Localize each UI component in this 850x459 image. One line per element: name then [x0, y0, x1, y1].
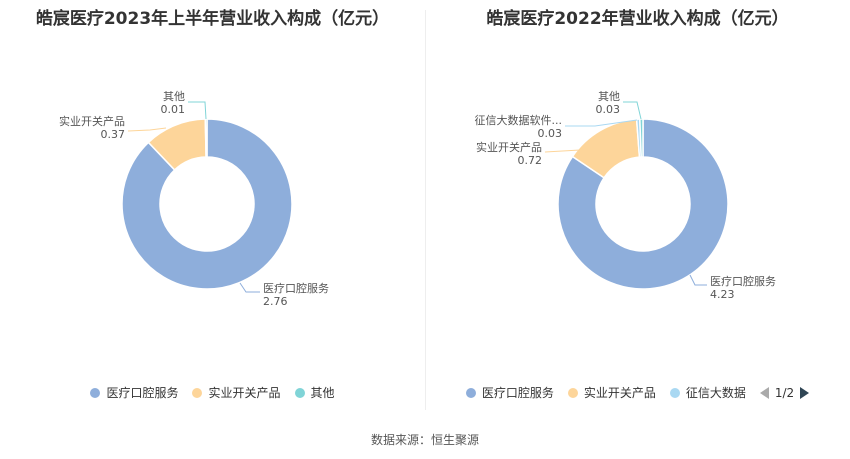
legend-label: 医疗口腔服务 — [481, 386, 554, 400]
slice-category-label: 医疗口腔服务 — [710, 274, 776, 288]
legend-label: 其他 — [310, 386, 335, 400]
chart-panel-2023h1: 皓宸医疗2023年上半年营业收入构成（亿元） 医疗口腔服务 2.76 实业开关产品 0… — [0, 0, 425, 420]
slice-value-label: 4.23 — [710, 288, 735, 301]
pie-slice[interactable] — [639, 118, 644, 158]
legend-label: 征信大数据 — [685, 386, 746, 400]
label-leader-line — [544, 132, 602, 153]
label-leader-line — [127, 127, 167, 132]
slice-category-label: 实业开关产品 — [476, 140, 542, 154]
legend-prev-icon[interactable] — [759, 386, 769, 399]
legend-item-switch-products[interactable]: 实业开关产品 — [567, 384, 656, 401]
slice-category-label: 实业开关产品 — [59, 114, 125, 128]
slice-category-label: 医疗口腔服务 — [263, 281, 329, 295]
pie-slice[interactable] — [121, 118, 293, 290]
legend-pager: 1/2 — [759, 385, 810, 400]
legend-item-medical-dental[interactable]: 医疗口腔服务 — [90, 384, 178, 401]
slice-value-label: 0.03 — [596, 103, 621, 116]
chart-title: 皓宸医疗2022年营业收入构成（亿元） — [486, 9, 789, 29]
slice-value-label: 0.01 — [161, 103, 186, 116]
legend-label: 实业开关产品 — [208, 386, 281, 400]
legend-marker-icon — [669, 387, 680, 398]
chart-title: 皓宸医疗2023年上半年营业收入构成（亿元） — [35, 9, 390, 29]
legend-item-credit-big-data[interactable]: 征信大数据 — [669, 384, 746, 401]
label-leader-line — [689, 274, 707, 286]
slice-category-label: 其他 — [163, 90, 185, 103]
legend-marker-icon — [294, 387, 305, 398]
panel-divider — [425, 10, 426, 410]
pie-slice[interactable] — [204, 118, 208, 158]
legend: 医疗口腔服务 实业开关产品 征信大数据 1/2 — [425, 384, 850, 401]
legend-next-icon[interactable] — [800, 386, 810, 399]
legend-item-medical-dental[interactable]: 医疗口腔服务 — [465, 384, 554, 401]
label-leader-line — [623, 101, 642, 120]
legend-marker-icon — [90, 387, 101, 398]
label-leader-line — [188, 101, 207, 120]
legend-item-other[interactable]: 其他 — [294, 384, 335, 401]
slice-category-label: 其他 — [598, 90, 620, 103]
legend-marker-icon — [465, 387, 476, 398]
legend-page-indicator: 1/2 — [774, 385, 795, 400]
data-source-note: 数据来源：恒生聚源 — [370, 433, 479, 447]
slice-value-label: 0.03 — [538, 127, 563, 140]
legend-marker-icon — [567, 387, 578, 398]
slice-value-label: 2.76 — [263, 295, 288, 308]
slice-value-label: 0.72 — [518, 154, 543, 167]
label-leader-line — [565, 119, 638, 127]
chart-panel-2022: 皓宸医疗2022年营业收入构成（亿元） 医疗口腔服务 4.23 实业开关产品 0.72… — [425, 0, 850, 420]
label-leader-line — [239, 282, 260, 293]
slice-value-label: 0.37 — [101, 128, 126, 141]
slice-category-label: 征信大数据软件... — [475, 113, 563, 127]
legend-item-switch-products[interactable]: 实业开关产品 — [192, 384, 281, 401]
legend-marker-icon — [192, 387, 203, 398]
legend: 医疗口腔服务 实业开关产品 其他 — [0, 384, 425, 401]
legend-label: 实业开关产品 — [583, 386, 656, 400]
pie-slice[interactable] — [557, 118, 729, 290]
legend-label: 医疗口腔服务 — [106, 386, 179, 400]
